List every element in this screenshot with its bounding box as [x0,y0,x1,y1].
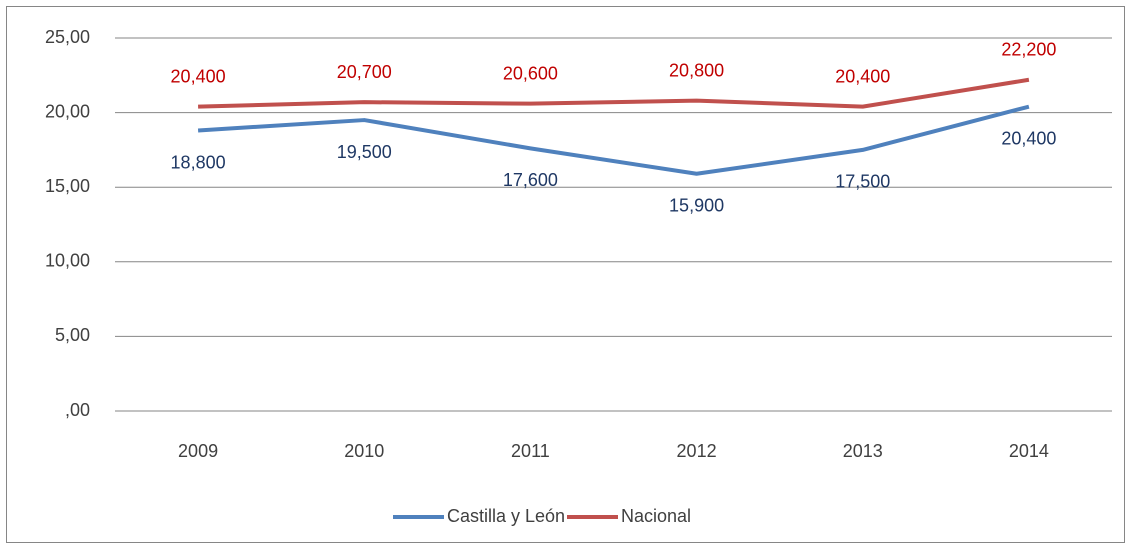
data-label: 18,800 [171,152,226,172]
x-tick-label: 2014 [1009,441,1049,461]
legend-label: Nacional [621,506,691,526]
x-tick-label: 2013 [843,441,883,461]
data-label: 17,500 [835,172,890,192]
data-label: 20,600 [503,63,558,83]
series-line [197,104,1030,176]
data-label: 20,400 [835,66,890,86]
y-tick-label: 15,00 [45,176,90,196]
series-line [198,77,1030,109]
data-label: 19,500 [337,142,392,162]
x-tick-label: 2009 [178,441,218,461]
y-tick-label: 10,00 [45,251,90,271]
data-label: 17,600 [503,170,558,190]
data-label: 22,200 [1001,40,1056,60]
y-tick-label: ,00 [65,400,90,420]
data-label: 20,700 [337,62,392,82]
legend-label: Castilla y León [447,506,565,526]
y-tick-label: 25,00 [45,27,90,47]
chart-frame [6,6,1125,543]
x-tick-label: 2012 [677,441,717,461]
x-tick-label: 2011 [511,441,550,461]
y-tick-label: 5,00 [55,325,90,345]
x-tick-label: 2010 [344,441,384,461]
data-label: 20,800 [669,60,724,80]
y-tick-label: 20,00 [45,101,90,121]
data-label: 20,400 [1001,128,1056,148]
data-label: 15,900 [669,196,724,216]
data-label: 20,400 [171,66,226,86]
